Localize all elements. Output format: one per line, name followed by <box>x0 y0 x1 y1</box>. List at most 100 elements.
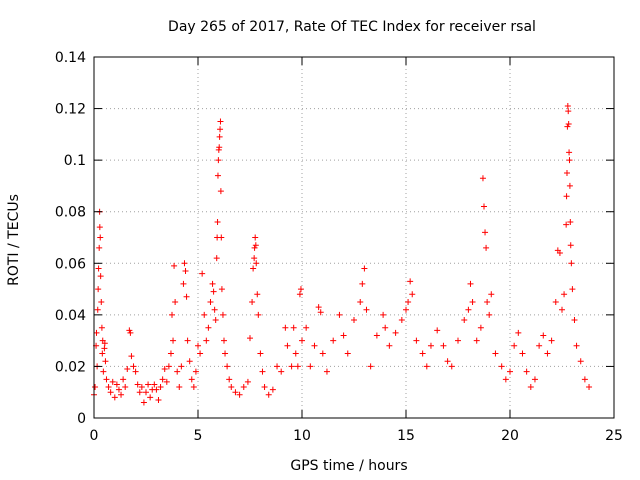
data-point <box>218 234 225 241</box>
data-point <box>190 384 197 391</box>
data-point <box>111 394 118 401</box>
x-tick-label: 0 <box>90 428 99 444</box>
data-point <box>199 270 206 277</box>
data-point <box>107 389 114 396</box>
data-point <box>159 376 166 383</box>
data-point <box>484 298 491 305</box>
data-point <box>217 126 224 133</box>
x-tick-label: 25 <box>605 428 623 444</box>
data-point <box>565 108 572 115</box>
data-point <box>398 317 405 324</box>
data-point <box>97 273 104 280</box>
data-point <box>178 363 185 370</box>
data-point <box>536 342 543 349</box>
data-point <box>566 182 573 189</box>
data-point <box>207 298 214 305</box>
data-point <box>120 376 127 383</box>
data-point <box>103 376 110 383</box>
data-point <box>251 255 258 262</box>
data-point <box>455 337 461 344</box>
data-point <box>467 280 474 287</box>
data-point <box>569 286 576 293</box>
data-point <box>274 363 281 370</box>
data-point <box>92 384 99 391</box>
data-point <box>563 193 570 200</box>
data-point <box>566 149 573 156</box>
data-point <box>192 368 199 375</box>
y-tick-label: 0.02 <box>55 359 86 375</box>
data-point <box>99 350 106 357</box>
x-tick-label: 15 <box>397 428 415 444</box>
data-point <box>419 350 426 357</box>
data-point <box>519 350 526 357</box>
data-point <box>440 342 447 349</box>
data-point <box>182 268 189 275</box>
data-point <box>153 386 160 393</box>
data-point <box>386 342 393 349</box>
data-point <box>564 102 571 109</box>
data-point <box>251 244 258 251</box>
data-point <box>186 358 193 365</box>
data-point <box>409 291 416 298</box>
data-point <box>183 293 190 300</box>
y-tick-label: 0.08 <box>55 205 86 221</box>
data-point <box>427 342 434 349</box>
data-point <box>382 324 389 331</box>
data-point <box>155 396 162 403</box>
data-point <box>566 157 573 164</box>
data-point <box>367 363 374 370</box>
data-point <box>548 337 555 344</box>
data-point <box>481 203 487 210</box>
data-point <box>297 286 304 293</box>
data-point <box>392 329 399 336</box>
data-point <box>577 358 584 365</box>
data-point <box>319 350 326 357</box>
data-point <box>94 306 101 313</box>
data-point <box>101 340 108 347</box>
data-point <box>563 221 570 228</box>
data-point <box>556 249 563 256</box>
data-point <box>232 389 239 396</box>
data-point <box>307 363 314 370</box>
data-point <box>101 345 108 352</box>
data-point <box>444 358 451 365</box>
data-point <box>492 350 499 357</box>
data-point <box>180 280 187 287</box>
data-point <box>357 298 364 305</box>
data-point <box>292 350 299 357</box>
data-point <box>373 332 380 339</box>
data-point <box>403 306 409 313</box>
data-point <box>344 350 351 357</box>
data-point <box>581 376 588 383</box>
data-point <box>507 368 513 375</box>
data-point <box>138 384 145 391</box>
data-point <box>201 311 208 318</box>
data-point <box>214 172 221 179</box>
data-point <box>363 306 370 313</box>
data-point <box>95 265 102 272</box>
data-point <box>571 317 578 324</box>
y-axis-label: ROTI / TECUs <box>6 194 22 286</box>
data-point <box>217 188 224 195</box>
data-point <box>434 327 441 334</box>
data-point <box>317 309 324 316</box>
data-point <box>488 291 495 298</box>
data-point <box>221 337 227 344</box>
data-point <box>315 304 322 311</box>
x-tick-label: 20 <box>501 428 519 444</box>
data-point <box>568 260 575 267</box>
y-tick-label: 0.12 <box>55 102 86 118</box>
y-tick-label: 0.1 <box>64 153 86 169</box>
data-point <box>311 342 318 349</box>
x-tick-label: 10 <box>293 428 311 444</box>
data-point <box>540 332 547 339</box>
data-point <box>205 324 212 331</box>
data-point <box>544 350 551 357</box>
axis-ticks: 0 0.02 0.04 0.06 0.08 0.1 0.12 0.14 0 5 10 15 20 25 <box>55 50 623 444</box>
data-point <box>531 376 538 383</box>
data-point <box>336 311 343 318</box>
y-tick-label: 0 <box>77 411 86 427</box>
data-point <box>134 381 141 388</box>
